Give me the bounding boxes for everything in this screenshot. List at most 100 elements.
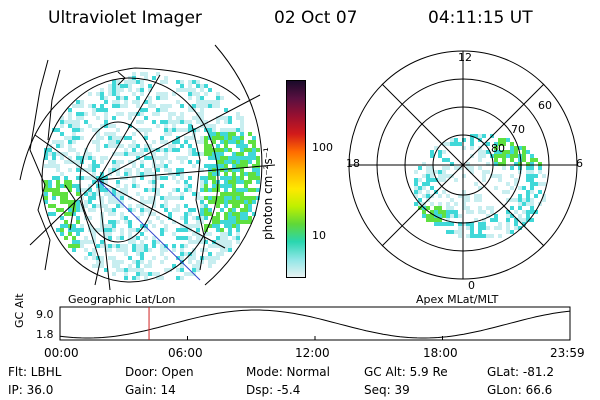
aurora-pixel <box>538 162 542 166</box>
aurora-pixel <box>192 92 196 96</box>
aurora-pixel <box>152 148 156 152</box>
aurora-pixel <box>450 214 454 218</box>
aurora-pixel <box>236 112 240 116</box>
aurora-pixel <box>140 248 144 252</box>
aurora-pixel <box>52 204 56 208</box>
aurora-pixel <box>112 80 116 84</box>
aurora-pixel <box>172 264 176 268</box>
aurora-pixel <box>48 152 52 156</box>
aurora-pixel <box>530 210 534 214</box>
aurora-pixel <box>164 96 168 100</box>
mlat-label-80: 80 <box>491 142 505 155</box>
aurora-pixel <box>180 196 184 200</box>
aurora-pixel <box>156 92 160 96</box>
aurora-pixel <box>474 218 478 222</box>
aurora-pixel <box>228 192 232 196</box>
aurora-pixel <box>236 168 240 172</box>
aurora-pixel <box>104 176 108 180</box>
aurora-pixel <box>538 170 542 174</box>
aurora-pixel <box>148 96 152 100</box>
aurora-pixel <box>156 192 160 196</box>
aurora-pixel <box>140 212 144 216</box>
aurora-pixel <box>168 116 172 120</box>
aurora-pixel <box>68 112 72 116</box>
aurora-pixel <box>44 180 48 184</box>
aurora-pixel <box>196 264 200 268</box>
aurora-pixel <box>136 168 140 172</box>
aurora-pixel <box>510 142 514 146</box>
aurora-pixel <box>96 260 100 264</box>
aurora-pixel <box>200 220 204 224</box>
status-seq: Seq: 39 <box>364 383 410 397</box>
aurora-pixel <box>426 178 430 182</box>
aurora-pixel <box>232 156 236 160</box>
aurora-pixel <box>530 182 534 186</box>
aurora-pixel <box>132 100 136 104</box>
aurora-pixel <box>80 244 84 248</box>
aurora-pixel <box>184 224 188 228</box>
aurora-pixel <box>100 240 104 244</box>
aurora-pixel <box>494 162 498 166</box>
aurora-pixel <box>68 136 72 140</box>
aurora-pixel <box>120 196 124 200</box>
aurora-pixel <box>52 176 56 180</box>
aurora-pixel <box>100 228 104 232</box>
aurora-pixel <box>116 152 120 156</box>
aurora-pixel <box>252 172 256 176</box>
aurora-pixel <box>112 140 116 144</box>
aurora-pixel <box>216 152 220 156</box>
aurora-pixel <box>136 272 140 276</box>
aurora-pixel <box>144 76 148 80</box>
aurora-pixel <box>236 156 240 160</box>
aurora-pixel <box>530 198 534 202</box>
mlt-label-0: 0 <box>468 279 475 292</box>
aurora-pixel <box>228 232 232 236</box>
time-label: 04:11:15 UT <box>428 8 533 28</box>
aurora-pixel <box>240 116 244 120</box>
aurora-pixel <box>212 244 216 248</box>
aurora-pixel <box>88 224 92 228</box>
aurora-pixel <box>156 188 160 192</box>
aurora-pixel <box>120 204 124 208</box>
aurora-pixel <box>434 206 438 210</box>
aurora-pixel <box>414 178 418 182</box>
aurora-pixel <box>144 208 148 212</box>
aurora-pixel <box>164 224 168 228</box>
aurora-pixel <box>188 144 192 148</box>
aurora-pixel <box>466 162 470 166</box>
aurora-pixel <box>236 196 240 200</box>
aurora-pixel <box>256 160 260 164</box>
aurora-pixel <box>144 224 148 228</box>
aurora-pixel <box>208 172 212 176</box>
aurora-pixel <box>438 222 442 226</box>
aurora-pixel <box>140 164 144 168</box>
mlt-label-18: 18 <box>346 157 360 170</box>
aurora-pixel <box>244 200 248 204</box>
aurora-pixel <box>152 240 156 244</box>
aurora-pixel <box>64 236 68 240</box>
aurora-pixel <box>184 244 188 248</box>
aurora-pixel <box>152 212 156 216</box>
aurora-pixel <box>132 228 136 232</box>
aurora-pixel <box>56 176 60 180</box>
aurora-pixel <box>188 136 192 140</box>
aurora-pixel <box>220 228 224 232</box>
aurora-pixel <box>200 212 204 216</box>
aurora-pixel <box>144 172 148 176</box>
aurora-pixel <box>140 196 144 200</box>
aurora-pixel <box>180 104 184 108</box>
aurora-pixel <box>442 158 446 162</box>
aurora-pixel <box>228 196 232 200</box>
aurora-pixel <box>172 220 176 224</box>
aurora-pixel <box>442 210 446 214</box>
aurora-pixel <box>450 138 454 142</box>
aurora-pixel <box>414 202 418 206</box>
aurora-pixel <box>518 226 522 230</box>
aurora-pixel <box>442 178 446 182</box>
aurora-pixel <box>240 196 244 200</box>
aurora-pixel <box>244 144 248 148</box>
aurora-pixel <box>188 92 192 96</box>
aurora-pixel <box>124 184 128 188</box>
aurora-pixel <box>52 188 56 192</box>
aurora-pixel <box>52 140 56 144</box>
